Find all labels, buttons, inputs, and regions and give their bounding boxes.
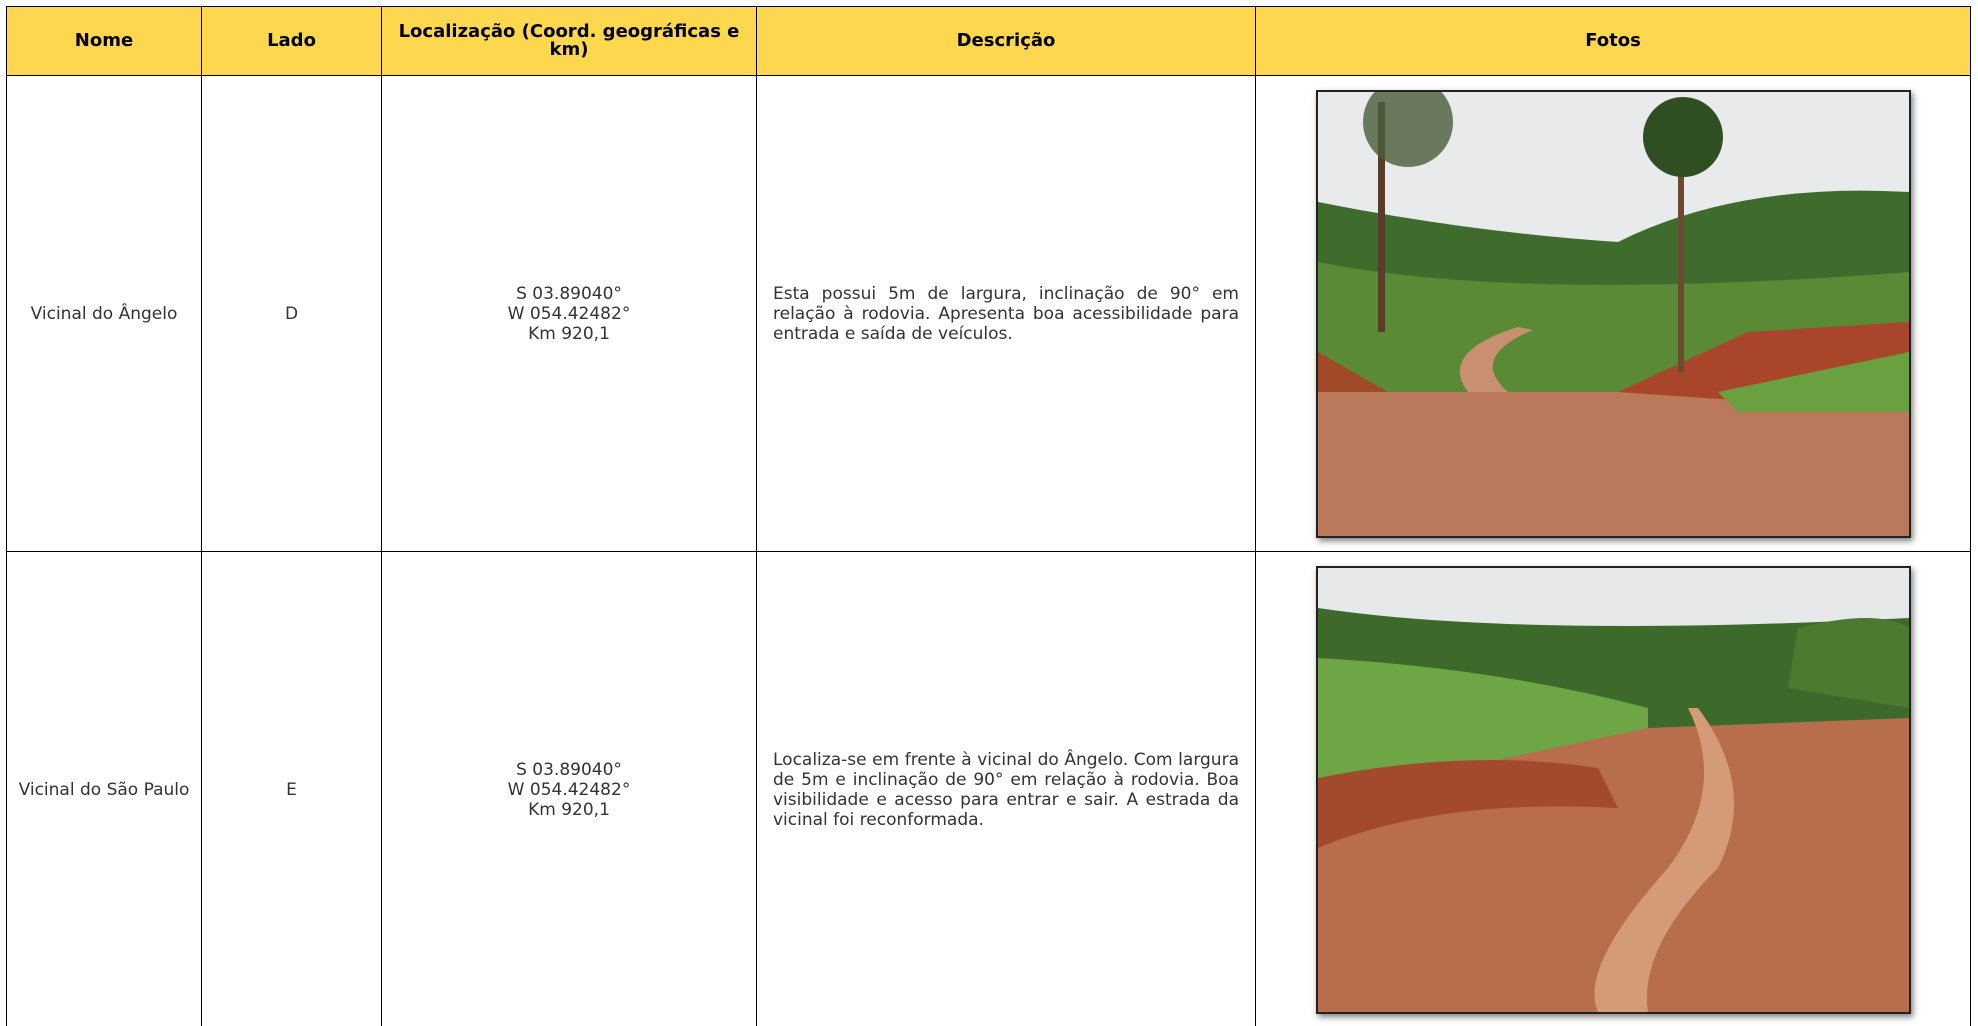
header-cell: Descrição (756, 6, 1256, 76)
row: Vicinal do Ângelo D S 03.89040° W 054.424… (6, 75, 1971, 552)
lado: D (201, 75, 382, 552)
km: Km 920,1 (528, 323, 610, 344)
photo (1315, 89, 1911, 538)
header-cell: Nome (6, 6, 202, 76)
table-container: Nome Lado Localização (Coord. geográfica… (6, 6, 1972, 1026)
foto-cell (1255, 551, 1971, 1026)
photo (1315, 565, 1911, 1014)
coord: S 03.89040° (516, 759, 622, 780)
header-row: Nome Lado Localização (Coord. geográfica… (6, 6, 1971, 76)
nome: Vicinal do São Paulo (6, 551, 202, 1026)
coord: S 03.89040° (516, 283, 622, 304)
row: Vicinal do São Paulo E S 03.89040° W 054.… (6, 551, 1971, 1026)
foto-cell (1255, 75, 1971, 552)
header-cell: Fotos (1255, 6, 1971, 76)
nome: Vicinal do Ângelo (6, 75, 202, 552)
descricao: Localiza-se em frente à vicinal do Ângel… (756, 551, 1256, 1026)
lado: E (201, 551, 382, 1026)
coord: W 054.42482° (507, 779, 631, 800)
coord: W 054.42482° (507, 303, 631, 324)
localizacao: S 03.89040° W 054.42482° Km 920,1 (381, 551, 757, 1026)
localizacao: S 03.89040° W 054.42482° Km 920,1 (381, 75, 757, 552)
descricao: Esta possui 5m de largura, inclinação de… (756, 75, 1256, 552)
header-cell: Lado (201, 6, 382, 76)
header-cell: Localização (Coord. geográficas e km) (381, 6, 757, 76)
km: Km 920,1 (528, 799, 610, 820)
table: Nome Lado Localização (Coord. geográfica… (6, 6, 1971, 1026)
